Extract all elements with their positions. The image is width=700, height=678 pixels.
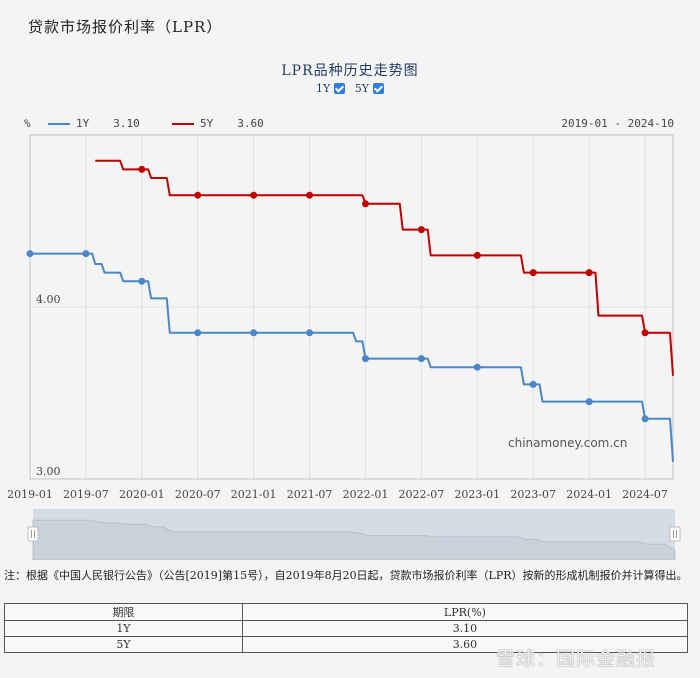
cell-term: 5Y: [4, 636, 243, 653]
legend-name: 1Y: [76, 117, 90, 130]
svg-text:2023-01: 2023-01: [454, 488, 500, 501]
legend-name: 5Y: [200, 117, 214, 130]
svg-text:3.00: 3.00: [36, 465, 61, 478]
svg-text:2022-07: 2022-07: [399, 488, 445, 501]
legend-value: 3.60: [237, 117, 264, 130]
cell-term: 1Y: [4, 620, 243, 637]
column-header-lpr: LPR(%): [241, 603, 689, 621]
line-swatch-icon: [172, 122, 194, 125]
range-navigator: [27, 509, 681, 560]
toggle-1y-label: 1Y: [315, 82, 331, 95]
source-watermark: chinamoney.com.cn: [508, 436, 628, 450]
unit-label: %: [24, 117, 31, 130]
legend-item-1y[interactable]: 1Y 3.10: [48, 117, 140, 130]
column-header-term: 期限: [4, 603, 243, 621]
svg-text:4.00: 4.00: [36, 293, 61, 306]
svg-text:2023-07: 2023-07: [510, 488, 556, 501]
svg-text:2024-01: 2024-01: [566, 488, 612, 501]
y-axis-labels: 4.00 3.00: [36, 293, 61, 478]
checkbox-checked-icon[interactable]: [373, 83, 385, 94]
date-range: 2019-01 - 2024-10: [561, 117, 674, 130]
svg-text:2021-01: 2021-01: [231, 488, 277, 501]
svg-text:2020-07: 2020-07: [175, 488, 221, 501]
svg-text:2019-01: 2019-01: [7, 488, 53, 501]
chart-series: [26, 159, 674, 462]
svg-text:2022-01: 2022-01: [343, 488, 389, 501]
footnote: 注：根据《中国人民银行公告》（公告[2019]第15号），自2019年8月20日…: [4, 569, 688, 582]
page-title: 贷款市场报价利率（LPR）: [28, 18, 223, 36]
x-axis-labels: 2019-01 2019-07 2020-01 2020-07 2021-01 2021-…: [7, 488, 668, 501]
cell-rate: 3.10: [241, 620, 689, 637]
line-swatch-icon: [48, 122, 70, 125]
svg-text:2021-07: 2021-07: [287, 488, 333, 501]
table-header-row: 期限 LPR(%): [4, 603, 689, 621]
line-chart[interactable]: 2019-01 2019-07 2020-01 2020-07 2021-01 2021-…: [0, 0, 700, 560]
drag-handle-icon[interactable]: [669, 526, 681, 542]
table-row: 1Y 3.10: [4, 620, 689, 637]
svg-text:2019-07: 2019-07: [63, 488, 109, 501]
series-toggles: 1Y 5Y: [0, 82, 700, 95]
cell-rate: 3.60: [241, 636, 689, 653]
checkbox-checked-icon[interactable]: [334, 83, 346, 94]
table-row: 5Y 3.60: [4, 636, 689, 653]
svg-text:2020-01: 2020-01: [119, 488, 165, 501]
toggle-1y[interactable]: 1Y: [315, 82, 346, 95]
overlay-watermark: 雪球：国际金融报: [496, 648, 657, 670]
legend-item-5y[interactable]: 5Y 3.60: [172, 117, 264, 130]
chart-grid: [29, 134, 674, 480]
legend-value: 3.10: [113, 117, 140, 130]
drag-handle-icon[interactable]: [27, 526, 39, 542]
toggle-5y[interactable]: 5Y: [354, 82, 385, 95]
lpr-table: 期限 LPR(%) 1Y 3.10 5Y 3.60: [4, 603, 689, 653]
svg-text:2024-07: 2024-07: [622, 488, 668, 501]
toggle-5y-label: 5Y: [354, 82, 370, 95]
chart-title: LPR品种历史走势图: [281, 63, 419, 79]
